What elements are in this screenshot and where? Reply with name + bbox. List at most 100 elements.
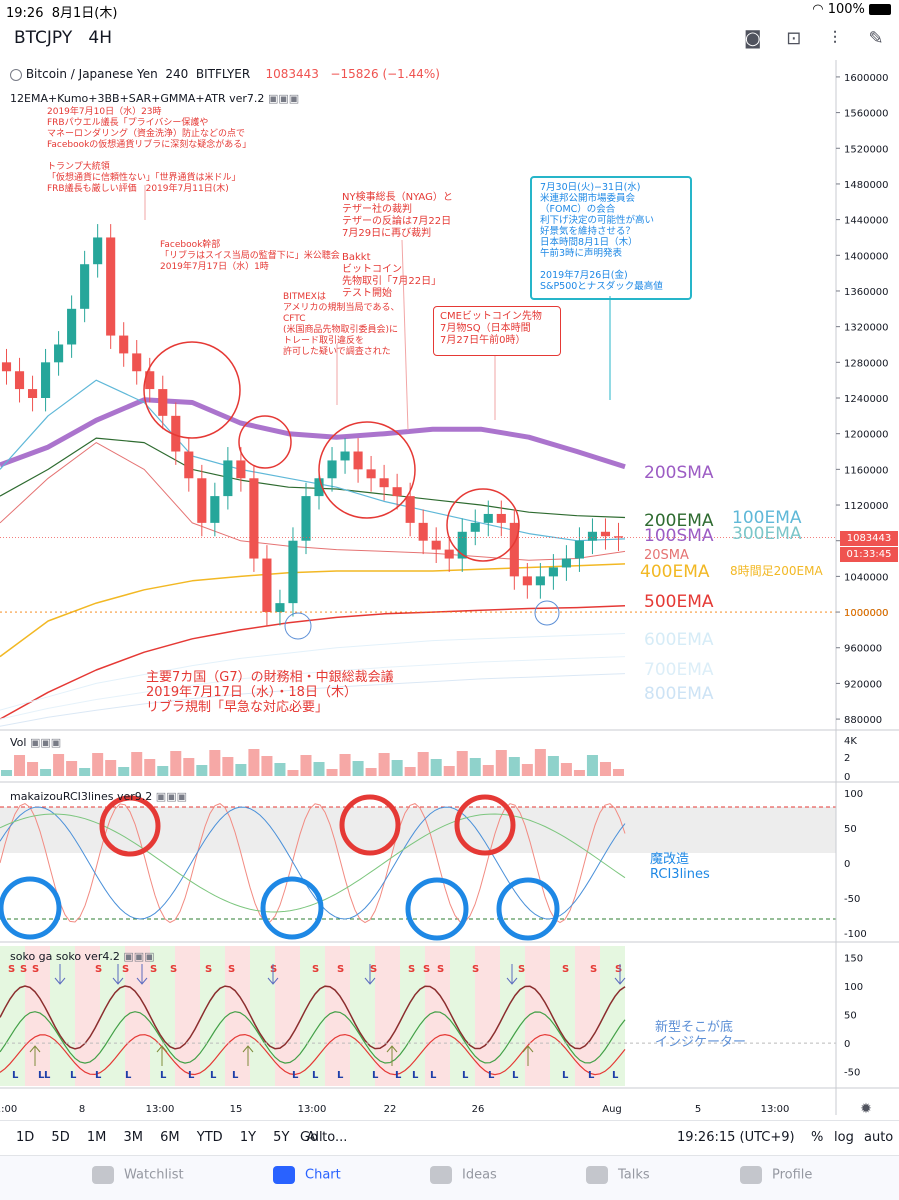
volume-bar [248, 749, 260, 776]
volume-bar [40, 769, 52, 776]
soko-tick-label: 0 [844, 1039, 850, 1050]
buy-signal: L [292, 1070, 299, 1081]
candle-body [210, 496, 220, 523]
rci-tick-label: -50 [844, 894, 860, 905]
soko-bg-band [350, 946, 375, 1086]
soko-bg-band [50, 946, 75, 1086]
ma-line-200ema [0, 437, 626, 519]
interval-button[interactable]: 4H [88, 28, 113, 48]
note-powell[interactable]: 2019年7月10日（水）23時 FRBパウエル議長「プライバシー保護や マネー… [47, 107, 252, 194]
tab-talks[interactable]: Talks [586, 1166, 650, 1184]
x-tick-label: 1:00 [0, 1104, 17, 1115]
battery-icon [869, 4, 891, 15]
low-circle [534, 600, 560, 626]
sell-signal: S [615, 964, 622, 975]
soko-legend[interactable]: soko ga soko ver4.2 ▣▣▣ [10, 950, 155, 963]
note-g7[interactable]: 主要7カ国（G7）の財務相・中銀総裁会議 2019年7月17日（水）・18日（木… [146, 670, 394, 715]
tf-button[interactable]: 5Y [273, 1130, 290, 1145]
symbol-button[interactable]: BTCJPY 4H [14, 28, 113, 48]
volume-bar [157, 766, 169, 776]
volume-bar [599, 762, 611, 776]
tf-button[interactable]: 1M [86, 1130, 107, 1145]
tf-button[interactable]: 1D [16, 1130, 35, 1145]
soko-note[interactable]: 新型そこが底 インジケーター [655, 1020, 747, 1050]
rci-bottom-circle [260, 876, 324, 940]
highlight-circle [238, 415, 292, 469]
tf-button[interactable]: All [306, 1130, 323, 1145]
candle-body [600, 531, 611, 537]
volume-bar [118, 767, 130, 776]
tab-ideas[interactable]: Ideas [430, 1166, 497, 1184]
tf-button[interactable]: 1Y [239, 1130, 257, 1145]
volume-bar [482, 765, 494, 776]
rci-legend[interactable]: makaizouRCI3lines ver9.2 ▣▣▣ [10, 790, 187, 803]
soko-green-line [0, 1011, 626, 1064]
goto-button[interactable]: Go to... [300, 1130, 348, 1145]
percent-toggle[interactable]: % [811, 1130, 824, 1145]
candle-body [587, 531, 598, 541]
timeframe-group: 1D 5D 1M 3M 6M YTD 1Y 5Y All [16, 1130, 336, 1145]
indicator-settings-icon[interactable]: ⫶ [832, 28, 838, 49]
buy-signal: L [588, 1070, 595, 1081]
note-nyag[interactable]: NY検事総長（NYAG）と テザー社の裁判 テザーの反論は7月22日 7月29日… [342, 192, 453, 299]
vol-legend[interactable]: Vol ▣▣▣ [10, 736, 62, 749]
buy-signal: L [412, 1070, 419, 1081]
up-arrow [156, 1045, 168, 1066]
tf-button[interactable]: 3M [123, 1130, 143, 1145]
note-cme-box [433, 306, 561, 356]
label-300ema: 300EMA [732, 524, 802, 544]
tab-profile[interactable]: Profile [740, 1166, 812, 1184]
volume-bar [417, 752, 429, 776]
drawing-tool-icon[interactable]: ✎ [868, 28, 884, 49]
note-facebook[interactable]: Facebook幹部 「リブラはスイス当局の監督下に」米公聴会 2019年7月1… [160, 240, 340, 272]
indicator-legend[interactable]: 12EMA+Kumo+3BB+SAR+GMMA+ATR ver7.2 ▣▣▣ [10, 92, 300, 105]
log-toggle[interactable]: log [834, 1130, 854, 1145]
indicator-controls-icon[interactable]: ▣▣▣ [267, 92, 300, 105]
candle-body [457, 531, 467, 559]
volume-bar [209, 750, 221, 776]
camera-icon[interactable]: ◙ [743, 28, 762, 49]
y-tick-label: 1280000 [844, 358, 889, 369]
y-tick-label: 1400000 [844, 251, 889, 262]
status-time: 19:26 8月1日(木) [6, 6, 118, 21]
candle-body [171, 415, 181, 452]
soko-bg-band [125, 946, 150, 1086]
x-tick-label: 13:00 [761, 1104, 790, 1115]
candle-body [249, 478, 259, 559]
note-cme[interactable]: CMEビットコイン先物 7月物SQ（日本時間 7月27日午前0時） [440, 311, 542, 346]
tf-button[interactable]: 6M [160, 1130, 180, 1145]
rci-tick-label: 50 [844, 824, 857, 835]
volume-bar [378, 753, 390, 776]
note-fomc[interactable]: 7月30日(火)−31日(水) 米連邦公開市場委員会 （FOMC）の会合 利下げ… [540, 182, 663, 292]
ma-line-400ema [0, 563, 626, 658]
volume-bar [365, 768, 377, 776]
volume-bar [144, 759, 156, 776]
buy-signal: L [562, 1070, 569, 1081]
volume-bar [391, 760, 403, 776]
sell-signal: S [590, 964, 597, 975]
buy-signal: L [38, 1070, 45, 1081]
tab-chart[interactable]: Chart [273, 1166, 341, 1184]
legend-eye-icon[interactable] [10, 68, 22, 81]
rci-note[interactable]: 魔改造 RCI3lines [650, 852, 710, 882]
volume-bar [183, 758, 195, 776]
chart-area[interactable]: S S S S S S S S S S S S S S S S S S S S SL L L L L L L L L L L L L L L L L L L… [0, 60, 899, 1120]
tf-button[interactable]: YTD [196, 1130, 223, 1145]
ma-line-20sma [0, 442, 626, 561]
volume-bar [352, 761, 364, 776]
rci-tick-label: 100 [844, 789, 863, 800]
tab-watchlist[interactable]: Watchlist [92, 1166, 184, 1184]
note-bitmex[interactable]: BITMEXは アメリカの規制当局である、 CFTC (米国商品先物取引委員会)… [283, 292, 400, 357]
vol-tick-label: 2 [844, 753, 850, 764]
volume-bar [235, 764, 247, 776]
down-arrow [506, 964, 518, 985]
candle-body [1, 362, 12, 372]
lock-icon[interactable]: ⊡ [786, 28, 802, 49]
candle-body [366, 469, 376, 479]
auto-toggle[interactable]: auto [864, 1130, 894, 1145]
sell-signal: S [32, 964, 39, 975]
candle-body [405, 496, 415, 523]
battery-percent: 100% [827, 2, 865, 17]
tf-button[interactable]: 5D [51, 1130, 70, 1145]
rci-band [0, 807, 836, 853]
